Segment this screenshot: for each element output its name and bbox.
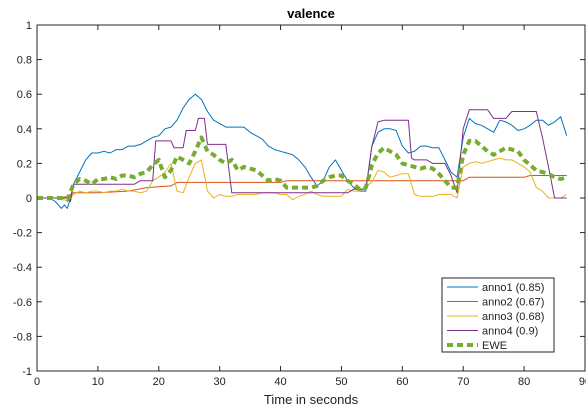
y-tick-label: 0.2 [17, 158, 32, 170]
y-tick-label: -0.6 [13, 297, 32, 309]
legend-label-anno1: anno1 (0.85) [482, 282, 544, 294]
plot-frame [36, 24, 586, 372]
y-tick-label: -1 [22, 366, 32, 378]
x-tick-label: 20 [153, 376, 165, 388]
series-line-anno1 [37, 93, 568, 209]
x-tick-label: 50 [335, 376, 347, 388]
y-tick-label: -0.4 [13, 262, 32, 274]
y-tick-label: -0.2 [13, 228, 32, 240]
chart-title: valence [287, 6, 335, 21]
y-tick-label: 0.6 [17, 89, 32, 101]
series-line-anno2 [37, 175, 567, 199]
legend-label-anno2: anno2 (0.67) [482, 297, 544, 309]
legend-label-ewe: EWE [482, 340, 507, 352]
x-tick-label: 30 [214, 376, 226, 388]
y-tick-label: 0.8 [17, 55, 32, 67]
legend-label-anno3: anno3 (0.68) [482, 311, 544, 323]
x-tick-label: 90 [579, 376, 586, 388]
y-tick-label: -0.8 [13, 331, 32, 343]
x-axis-label: Time in seconds [264, 392, 359, 407]
series-line-ewe [37, 135, 568, 202]
y-tick-label: 0 [26, 193, 32, 205]
y-tick-label: 1 [26, 20, 32, 32]
legend: anno1 (0.85) anno2 (0.67) anno3 (0.68) anno… [441, 277, 555, 353]
legend-label-anno4: anno4 (0.9) [482, 326, 538, 338]
x-tick-label: 10 [92, 376, 104, 388]
x-tick-label: 0 [34, 376, 40, 388]
series-layer [37, 93, 568, 209]
x-tick-label: 40 [274, 376, 286, 388]
legend-box [441, 277, 555, 353]
x-tick-label: 70 [457, 376, 469, 388]
x-axis-ticks: 0 10 20 30 40 50 60 70 80 90 [34, 25, 586, 388]
x-tick-label: 80 [518, 376, 530, 388]
x-tick-label: 60 [396, 376, 408, 388]
y-tick-label: 0.4 [17, 124, 32, 136]
